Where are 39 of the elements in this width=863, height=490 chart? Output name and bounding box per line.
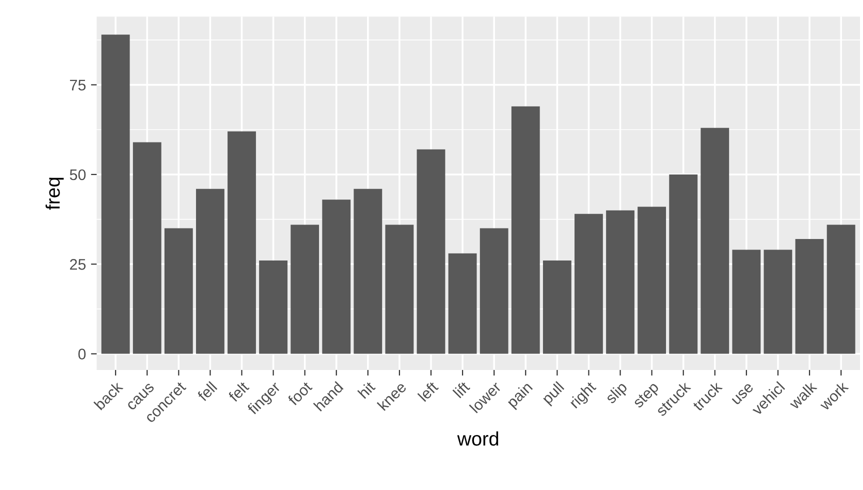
y-axis-title: freq — [46, 178, 64, 210]
bar — [101, 34, 130, 354]
bar — [795, 239, 824, 354]
bar — [480, 228, 508, 354]
y-tick-label: 50 — [70, 169, 86, 180]
bar — [826, 224, 856, 354]
bar — [574, 214, 603, 354]
bar — [322, 200, 351, 354]
bar — [700, 128, 730, 354]
bar — [196, 188, 224, 354]
x-tick-label: felt — [227, 380, 250, 403]
bar — [259, 260, 288, 354]
x-tick-label: use — [732, 382, 754, 406]
x-tick-label: left — [417, 380, 439, 402]
x-tick-label: fell — [196, 381, 218, 402]
bar — [669, 174, 698, 354]
x-tick-label: hit — [357, 380, 376, 399]
x-tick-label: pull — [541, 381, 567, 407]
bar — [385, 224, 414, 354]
bar — [542, 260, 572, 354]
bar — [448, 253, 477, 354]
bar — [511, 106, 540, 354]
bar — [228, 131, 256, 354]
bar — [638, 206, 666, 354]
bar — [732, 250, 761, 354]
bar — [290, 224, 320, 354]
bar — [764, 250, 792, 354]
x-tick-label: foot — [286, 380, 313, 406]
bar — [416, 149, 446, 354]
x-axis-title: word — [457, 431, 498, 446]
y-tick-label: 75 — [70, 80, 86, 90]
bar — [606, 210, 634, 354]
bar — [132, 142, 162, 354]
x-tick-label: slip — [604, 380, 630, 406]
x-tick-label: lift — [452, 380, 470, 398]
bar — [354, 188, 382, 354]
y-tick-label: 25 — [70, 259, 86, 270]
y-tick-label: 0 — [78, 348, 86, 360]
bar — [164, 228, 193, 354]
